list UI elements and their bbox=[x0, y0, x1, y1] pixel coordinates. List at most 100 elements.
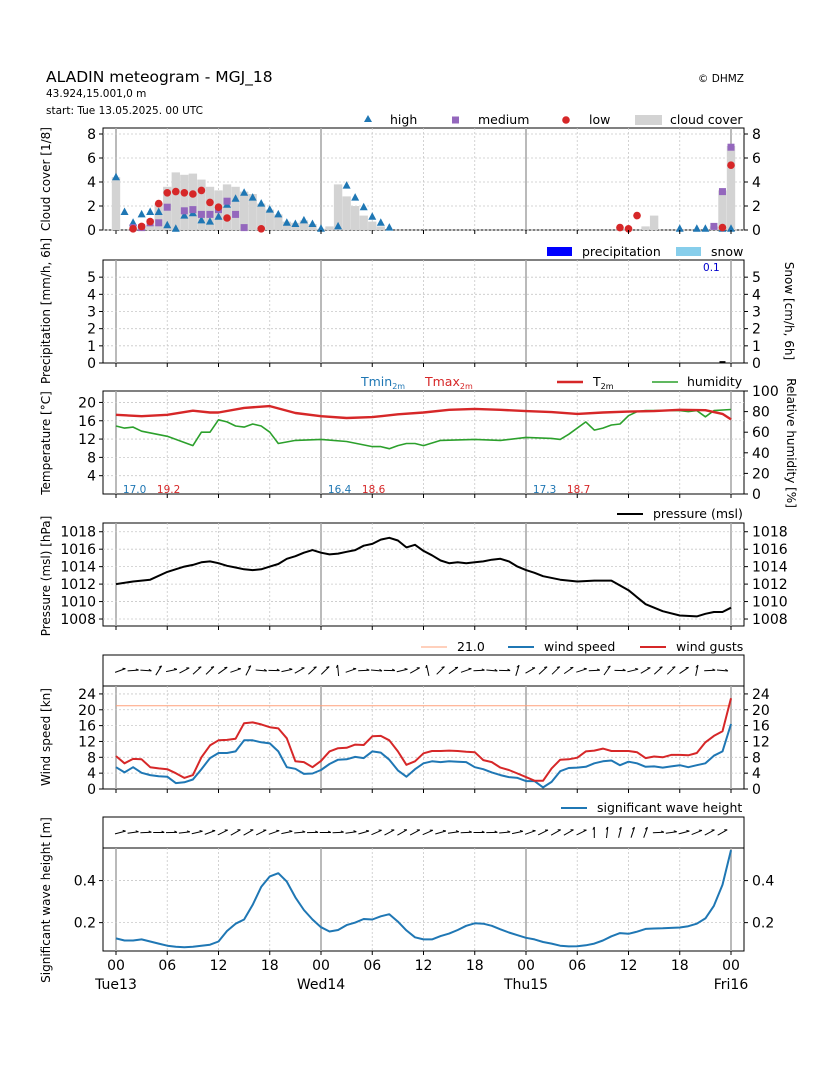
low-cloud-point bbox=[154, 199, 163, 208]
cloud-cover-bar bbox=[188, 173, 198, 230]
cloud-cover-bar bbox=[641, 226, 650, 230]
direction-arrow-head bbox=[544, 666, 548, 668]
direction-arrow bbox=[155, 665, 163, 676]
low-cloud-point bbox=[718, 223, 727, 232]
direction-arrow bbox=[524, 830, 536, 835]
legend-medium-label: medium bbox=[478, 112, 529, 127]
direction-arrow-head bbox=[276, 829, 280, 832]
direction-arrow bbox=[691, 829, 703, 836]
direction-arrow-head bbox=[289, 668, 293, 670]
y-tick-label: 1 bbox=[752, 339, 761, 355]
direction-arrow-head bbox=[532, 829, 536, 832]
low-cloud-point bbox=[189, 190, 197, 198]
direction-arrow bbox=[243, 829, 254, 836]
medium-cloud-point bbox=[180, 207, 188, 215]
x-tick-label: 00 bbox=[517, 958, 535, 974]
y-tick-label: 6 bbox=[752, 151, 761, 167]
y-tick-label: 24 bbox=[78, 687, 96, 703]
direction-arrow-head bbox=[148, 668, 152, 672]
x-tick-label: 18 bbox=[671, 958, 689, 974]
pressure-ylabel: Pressure (msl) [hPa] bbox=[39, 516, 53, 637]
cloud-cover-bar bbox=[265, 209, 274, 230]
high-cloud-point bbox=[675, 224, 684, 232]
legend-hum-label: humidity bbox=[687, 374, 743, 389]
y-tick-label: 0 bbox=[87, 356, 96, 372]
low-cloud-point bbox=[137, 222, 146, 231]
low-cloud-point bbox=[146, 217, 154, 226]
cloud-cover-bar bbox=[274, 214, 283, 230]
cloud-cover-bar bbox=[257, 203, 266, 230]
direction-arrow-head bbox=[507, 668, 511, 672]
y-tick-label: 0 bbox=[752, 356, 761, 372]
cloud-cover-bar bbox=[248, 194, 257, 230]
cloud-cover-bar bbox=[368, 221, 377, 230]
wind-gust-line bbox=[115, 698, 732, 782]
direction-arrow-head bbox=[276, 668, 280, 672]
tmin-value: 17.3 bbox=[533, 484, 556, 496]
y-tick-label: 100 bbox=[752, 384, 779, 400]
direction-arrow bbox=[422, 829, 433, 836]
direction-arrow-head bbox=[210, 666, 215, 668]
y-tick-label: 16 bbox=[78, 414, 96, 430]
high-cloud-point bbox=[205, 217, 214, 225]
cloud-cover-bar bbox=[180, 174, 189, 230]
direction-arrow-head bbox=[481, 830, 485, 833]
medium-cloud-point bbox=[197, 210, 205, 218]
direction-arrow bbox=[653, 666, 663, 675]
legend-high-label: high bbox=[390, 112, 417, 127]
y-tick-label: 0.2 bbox=[752, 916, 774, 932]
direction-arrow bbox=[255, 829, 267, 836]
high-cloud-point bbox=[231, 194, 240, 202]
direction-arrow bbox=[447, 831, 459, 834]
direction-arrow bbox=[178, 831, 190, 834]
y-tick-label: 1 bbox=[87, 339, 96, 355]
direction-arrow bbox=[716, 669, 728, 672]
chart-title: ALADIN meteogram - MGJ_18 bbox=[46, 68, 273, 87]
direction-arrow-head bbox=[507, 830, 511, 833]
y-tick-label: 1008 bbox=[60, 612, 96, 628]
cloud-cover-bar bbox=[376, 226, 385, 230]
high-cloud-point bbox=[727, 224, 735, 232]
tmax-value: 18.7 bbox=[567, 484, 590, 496]
y-tick-label: 1014 bbox=[60, 560, 96, 576]
direction-arrow bbox=[679, 666, 689, 675]
direction-arrow-head bbox=[712, 668, 716, 671]
direction-arrow bbox=[525, 667, 536, 674]
high-cloud-point bbox=[282, 218, 291, 226]
y-tick-label: 8 bbox=[87, 450, 96, 466]
direction-arrow bbox=[294, 667, 305, 674]
direction-arrow-head bbox=[441, 666, 445, 668]
medium-cloud-point bbox=[727, 143, 735, 151]
grid-lines bbox=[103, 391, 744, 494]
direction-arrow-head bbox=[315, 830, 319, 833]
high-cloud-point bbox=[120, 207, 129, 215]
high-cloud-point bbox=[197, 215, 206, 224]
legend-low-label: low bbox=[589, 112, 610, 127]
direction-arrow-head bbox=[660, 830, 665, 833]
direction-arrow-head bbox=[583, 667, 587, 670]
y-tick-label: 1018 bbox=[752, 525, 788, 541]
cloud-cover-bar bbox=[718, 190, 727, 230]
cloud-cover-bar bbox=[239, 191, 249, 230]
y-tick-label: 1010 bbox=[752, 595, 788, 611]
direction-arrow-head bbox=[635, 667, 639, 670]
y-tick-label: 8 bbox=[752, 750, 761, 766]
medium-cloud-point bbox=[163, 203, 171, 211]
direction-arrow bbox=[114, 668, 126, 673]
direction-arrow bbox=[448, 666, 459, 675]
direction-arrow bbox=[308, 666, 317, 675]
direction-arrow-head bbox=[596, 668, 601, 671]
direction-arrow-head bbox=[494, 668, 498, 672]
tmin-value: 16.4 bbox=[328, 484, 352, 496]
direction-arrow bbox=[704, 829, 715, 836]
x-tick-label: 06 bbox=[568, 958, 586, 974]
cloud-cover-bar bbox=[342, 196, 351, 230]
medium-cloud-point bbox=[240, 224, 248, 232]
direction-arrow-head bbox=[686, 829, 690, 832]
high-cloud-point bbox=[334, 221, 343, 230]
direction-arrow-head bbox=[516, 664, 520, 668]
y-tick-label: 5 bbox=[752, 270, 761, 286]
direction-arrow bbox=[114, 830, 126, 835]
high-cloud-point bbox=[351, 193, 360, 201]
direction-arrow bbox=[627, 668, 639, 673]
